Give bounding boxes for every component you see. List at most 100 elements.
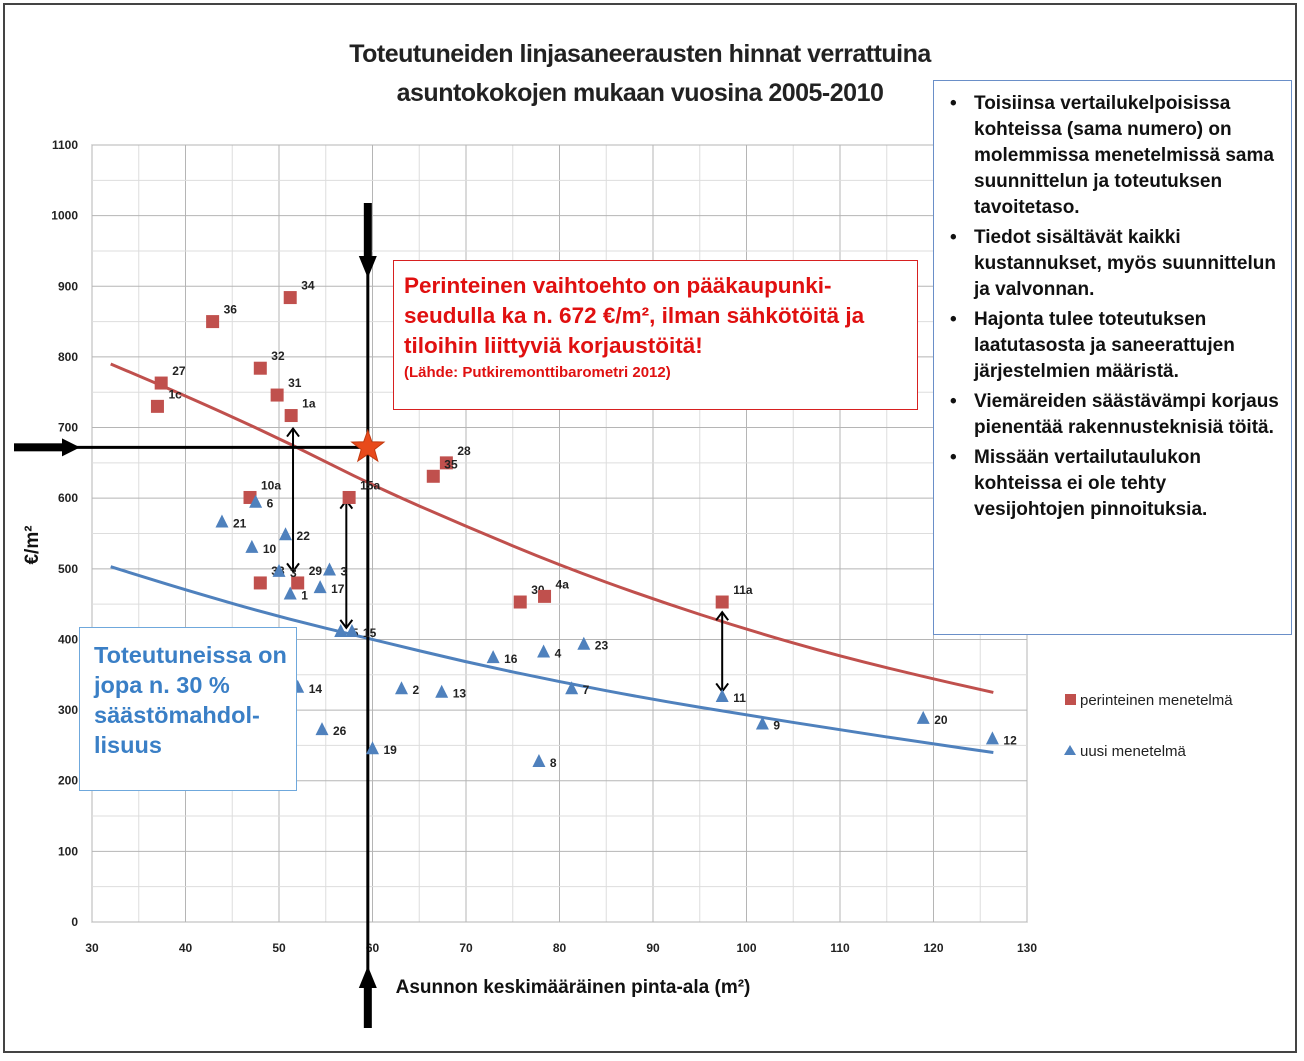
data-point-label: 36 — [224, 303, 238, 317]
blue-callout-text: Toteutuneissa on jopa n. 30 % säästömahd… — [94, 642, 287, 758]
legend-label-perinteinen: perinteinen menetelmä — [1080, 692, 1233, 709]
top-arrow-head — [358, 256, 377, 278]
red-callout-box: Perinteinen vaihtoehto on pääkaupunki-se… — [393, 260, 918, 410]
data-point-label: 13 — [453, 687, 467, 701]
data-point-square — [439, 456, 453, 470]
data-point-label: 34 — [301, 279, 315, 293]
data-point-triangle — [715, 688, 729, 702]
y-axis-label: €/m² — [22, 525, 43, 564]
data-point-square — [513, 595, 527, 609]
data-point-triangle — [366, 741, 379, 755]
data-point-label: 10a — [261, 478, 281, 492]
data-point-label: 17 — [331, 582, 345, 596]
data-point-triangle — [532, 753, 546, 767]
data-point-triangle — [215, 514, 229, 528]
data-point-label: 20 — [934, 713, 948, 727]
y-tick-label: 200 — [58, 774, 78, 788]
data-point-label: 27 — [172, 364, 186, 378]
data-point-label: 22 — [297, 529, 311, 543]
data-point-label: 15a — [360, 478, 380, 492]
data-point-label: 6 — [267, 497, 274, 511]
left-arrow-shaft — [14, 443, 64, 452]
info-item: Toisiinsa vertailukelpoisissa kohteissa … — [950, 91, 1281, 221]
y-tick-label: 700 — [58, 421, 78, 435]
data-point-label: 9 — [773, 719, 780, 733]
data-point-triangle — [272, 563, 286, 577]
data-point-triangle — [345, 623, 359, 637]
data-point-label: 32 — [271, 349, 285, 363]
data-point-square — [253, 576, 267, 590]
data-point-label: 21 — [233, 516, 247, 530]
trendline — [110, 565, 994, 754]
data-point-label: 11a — [733, 583, 753, 597]
x-tick-label: 120 — [923, 941, 943, 955]
info-item: Missään vertailutaulukon kohteissa ei ol… — [950, 445, 1281, 523]
double-arrow-head-down — [286, 562, 300, 574]
info-box: Toisiinsa vertailukelpoisissa kohteissa … — [933, 80, 1292, 635]
x-tick-label: 80 — [553, 941, 567, 955]
data-point-label: 2 — [412, 683, 419, 697]
data-point-triangle — [322, 562, 336, 576]
data-point-triangle — [916, 710, 930, 724]
data-point-triangle — [279, 527, 293, 541]
data-point-label: 1 — [301, 589, 308, 603]
y-tick-label: 1100 — [52, 138, 78, 152]
x-tick-label: 100 — [736, 941, 756, 955]
annotation-lines — [14, 203, 729, 1028]
double-arrow-head-up — [715, 610, 729, 621]
star-marker — [350, 428, 386, 463]
info-item: Viemäreiden säästävämpi korjaus pienentä… — [950, 389, 1281, 441]
chart-title-line-2: asuntokokojen mukaan vuosina 2005-2010 — [397, 79, 884, 107]
data-points: 34363227311c1a283510a15a3329304a11a21610… — [150, 279, 1017, 770]
data-point-label: 12 — [1003, 733, 1017, 747]
data-point-label: 11 — [733, 691, 746, 705]
data-point-square — [291, 576, 305, 590]
left-arrow-head — [62, 438, 80, 457]
data-point-label: 31 — [288, 376, 302, 390]
data-point-triangle — [394, 681, 408, 695]
data-point-triangle — [565, 681, 579, 695]
data-point-square — [342, 490, 356, 504]
x-tick-label: 90 — [646, 941, 660, 955]
data-point-label: 10 — [263, 542, 277, 556]
data-point-label: 14 — [309, 682, 323, 696]
data-point-square — [284, 409, 298, 423]
legend-marker-uusi — [1064, 745, 1076, 755]
bottom-arrow-head — [358, 966, 377, 988]
data-point-label: 8 — [550, 756, 557, 770]
y-tick-label: 0 — [71, 915, 78, 929]
x-tick-label: 50 — [272, 941, 286, 955]
data-point-label: 3 — [340, 565, 347, 579]
data-point-label: 4a — [556, 577, 570, 591]
y-tick-label: 100 — [58, 844, 78, 858]
data-point-triangle — [435, 684, 449, 698]
bottom-arrow-shaft — [363, 985, 372, 1028]
data-point-triangle — [577, 636, 591, 650]
info-item: Hajonta tulee toteutuksen laatutasosta j… — [950, 307, 1281, 385]
data-point-label: 4 — [555, 646, 562, 660]
red-callout-source: (Lähde: Putkiremonttibarometri 2012) — [404, 364, 671, 381]
data-point-triangle — [486, 650, 500, 664]
data-point-triangle — [334, 623, 348, 637]
data-point-square — [206, 315, 220, 329]
y-tick-label: 300 — [58, 703, 78, 717]
data-point-label: 19 — [384, 743, 398, 757]
x-tick-label: 130 — [1017, 941, 1037, 955]
red-callout-text: Perinteinen vaihtoehto on pääkaupunki-se… — [404, 273, 865, 358]
data-point-label: 1c — [168, 387, 182, 401]
data-point-square — [426, 469, 440, 483]
top-arrow-shaft — [363, 203, 372, 258]
data-point-triangle — [537, 644, 551, 658]
data-point-square — [538, 589, 552, 603]
x-tick-label: 70 — [459, 941, 473, 955]
axis-ticks: 30 40 50 60 70 80 90 100 110 120 13001002003004005… — [51, 138, 1037, 955]
data-point-label: 23 — [595, 639, 609, 653]
legend-label-uusi: uusi menetelmä — [1080, 743, 1187, 760]
x-axis-label: Asunnon keskimääräinen pinta-ala (m²) — [396, 977, 751, 998]
x-tick-label: 30 — [85, 941, 99, 955]
trendline — [110, 362, 994, 694]
legend-marker-perinteinen — [1065, 694, 1076, 705]
y-tick-label: 500 — [58, 562, 78, 576]
data-point-square — [154, 376, 168, 390]
data-point-label: 7 — [583, 683, 590, 697]
